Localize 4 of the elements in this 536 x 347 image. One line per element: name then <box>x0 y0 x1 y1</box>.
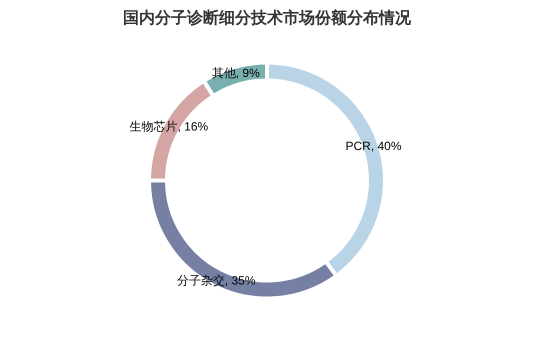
slice-label: PCR, 40% <box>346 138 402 153</box>
slice-label: 其他, 9% <box>212 66 260 80</box>
slice-label: 生物芯片, 16% <box>130 120 209 134</box>
chart-title: 国内分子诊断细分技术市场份额分布情况 <box>123 8 412 27</box>
